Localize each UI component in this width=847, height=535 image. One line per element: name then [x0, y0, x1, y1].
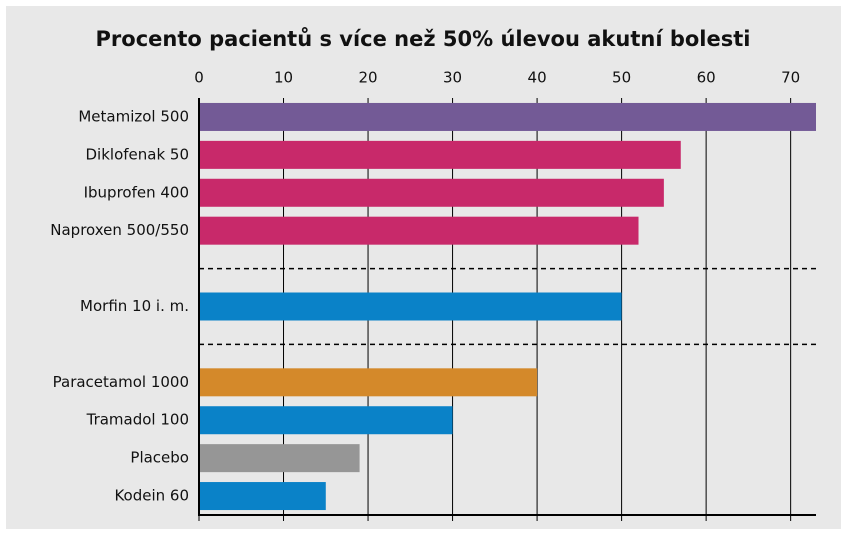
y-tick-label: Ibuprofen 400 [84, 183, 189, 201]
bar [199, 406, 453, 435]
x-tick-label: 50 [612, 69, 631, 87]
x-tick-label: 30 [443, 69, 462, 87]
x-tick-label: 0 [194, 69, 204, 87]
x-tick-label: 40 [528, 69, 547, 87]
bar [199, 444, 360, 473]
x-tick-label: 60 [697, 69, 716, 87]
bar [199, 216, 639, 245]
bar [199, 482, 326, 511]
bar [199, 140, 681, 169]
chart-title: Procento pacientů s více než 50% úlevou … [96, 27, 751, 51]
x-tick-label: 10 [274, 69, 293, 87]
background [6, 6, 841, 529]
y-tick-label: Tramadol 100 [86, 411, 189, 429]
bar [199, 292, 622, 321]
y-tick-label: Kodein 60 [114, 487, 189, 505]
x-tick-label: 20 [358, 69, 377, 87]
x-tick-label: 70 [781, 69, 800, 87]
y-tick-label: Placebo [130, 449, 189, 467]
bar [199, 178, 664, 207]
y-tick-label: Diklofenak 50 [86, 145, 190, 163]
bar [199, 102, 816, 131]
bar [199, 368, 538, 397]
y-tick-label: Metamizol 500 [78, 107, 189, 125]
y-tick-label: Morfin 10 i. m. [80, 297, 189, 315]
y-tick-label: Paracetamol 1000 [53, 373, 189, 391]
y-tick-label: Naproxen 500/550 [50, 221, 189, 239]
